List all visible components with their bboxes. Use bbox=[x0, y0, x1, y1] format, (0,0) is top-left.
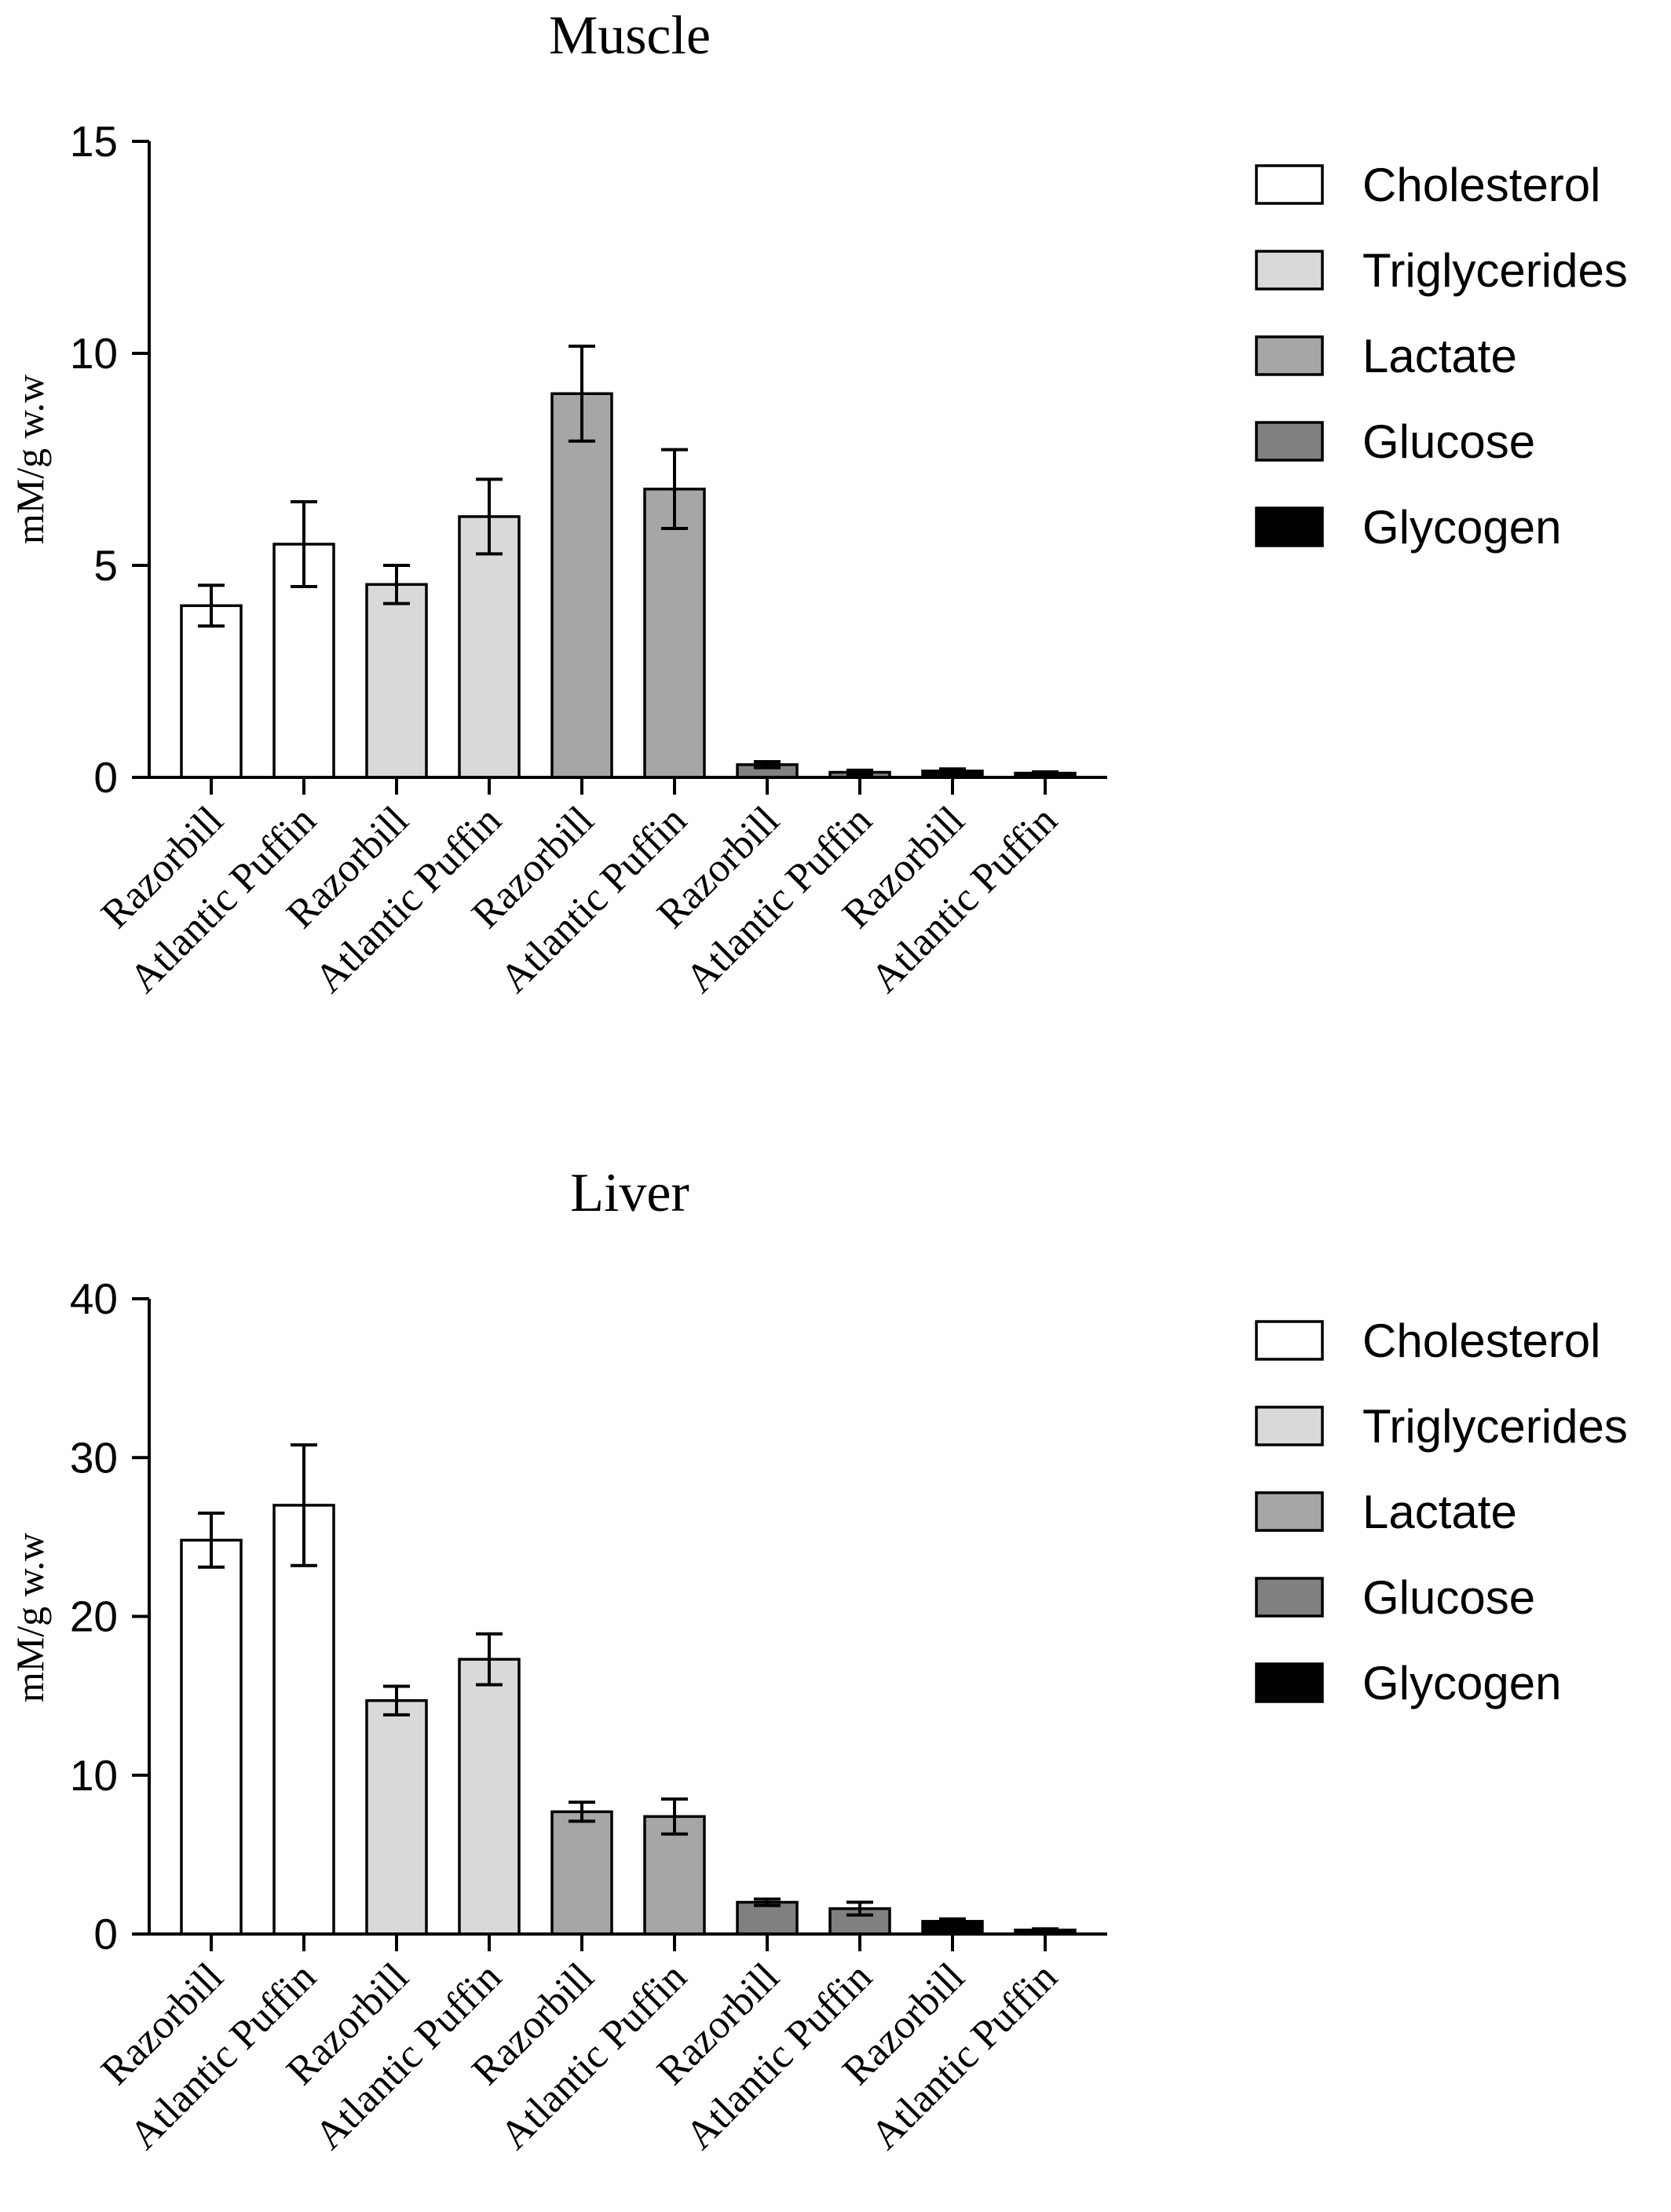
legend-label-glucose: Glucose bbox=[1362, 415, 1535, 468]
bar-triglycerides-razorbill bbox=[365, 1698, 428, 1936]
bar-cholesterol-razorbill bbox=[180, 604, 243, 779]
muscle-chart: Muscle mM/g w.w 0 5 10 15 RazorbillAtlantic… bbox=[8, 5, 1628, 1001]
bars bbox=[180, 1443, 1077, 1936]
y-tick-label: 30 bbox=[70, 1433, 118, 1482]
legend-label-glucose: Glucose bbox=[1362, 1571, 1535, 1624]
legend-swatch-lactate bbox=[1255, 335, 1324, 376]
bar-triglycerides-atlantic-puffin bbox=[458, 1658, 521, 1936]
bar-cholesterol-razorbill bbox=[180, 1538, 243, 1936]
y-tick-label: 0 bbox=[93, 1910, 118, 1958]
y-axis-label: mM/g w.w bbox=[8, 1533, 52, 1702]
y-tick-label: 0 bbox=[93, 753, 118, 802]
legend-swatch-cholesterol bbox=[1255, 164, 1324, 205]
legend-swatch-glucose bbox=[1255, 1577, 1324, 1618]
y-tick-label: 10 bbox=[70, 329, 118, 378]
legend-swatch-glucose bbox=[1255, 421, 1324, 462]
bar-glucose-razorbill bbox=[736, 1900, 799, 1936]
legend: Cholesterol Triglycerides Lactate Glucose Gl… bbox=[1255, 1314, 1628, 1709]
bar-lactate-atlantic-puffin bbox=[643, 488, 706, 779]
legend-label-cholesterol: Cholesterol bbox=[1362, 1314, 1601, 1367]
bars bbox=[180, 344, 1077, 779]
legend-swatch-glycogen bbox=[1255, 506, 1324, 547]
legend-swatch-glycogen bbox=[1255, 1662, 1324, 1703]
legend-swatch-triglycerides bbox=[1255, 250, 1324, 291]
bar-lactate-atlantic-puffin bbox=[643, 1815, 706, 1936]
y-axis-ticks: 0 10 20 30 40 bbox=[70, 1274, 151, 1958]
legend-label-cholesterol: Cholesterol bbox=[1362, 159, 1601, 211]
legend-label-lactate: Lactate bbox=[1362, 330, 1517, 382]
chart-title: Muscle bbox=[549, 5, 711, 66]
legend: Cholesterol Triglycerides Lactate Glucose Gl… bbox=[1255, 159, 1628, 554]
legend-label-triglycerides: Triglycerides bbox=[1362, 244, 1628, 297]
legend-label-glycogen: Glycogen bbox=[1362, 501, 1561, 554]
legend-label-lactate: Lactate bbox=[1362, 1486, 1517, 1538]
chart-title: Liver bbox=[570, 1163, 689, 1223]
legend-swatch-lactate bbox=[1255, 1491, 1324, 1532]
y-tick-label: 15 bbox=[70, 117, 118, 166]
legend-label-glycogen: Glycogen bbox=[1362, 1657, 1561, 1709]
bar-lactate-razorbill bbox=[550, 1810, 613, 1936]
bar-cholesterol-atlantic-puffin bbox=[272, 1504, 335, 1936]
bar-lactate-razorbill bbox=[550, 392, 613, 779]
legend-label-triglycerides: Triglycerides bbox=[1362, 1400, 1628, 1453]
liver-chart: Liver mM/g w.w 0 10 20 30 40 RazorbillAtlant… bbox=[8, 1163, 1628, 2158]
y-tick-label: 40 bbox=[70, 1274, 118, 1323]
y-tick-label: 10 bbox=[70, 1751, 118, 1800]
legend-swatch-cholesterol bbox=[1255, 1320, 1324, 1361]
legend-swatch-triglycerides bbox=[1255, 1406, 1324, 1446]
y-axis-ticks: 0 5 10 15 bbox=[70, 117, 151, 802]
y-tick-label: 5 bbox=[93, 541, 118, 590]
y-axis-label: mM/g w.w bbox=[8, 375, 52, 544]
bar-triglycerides-razorbill bbox=[365, 583, 428, 779]
y-tick-label: 20 bbox=[70, 1592, 118, 1641]
bar-triglycerides-atlantic-puffin bbox=[458, 515, 521, 779]
